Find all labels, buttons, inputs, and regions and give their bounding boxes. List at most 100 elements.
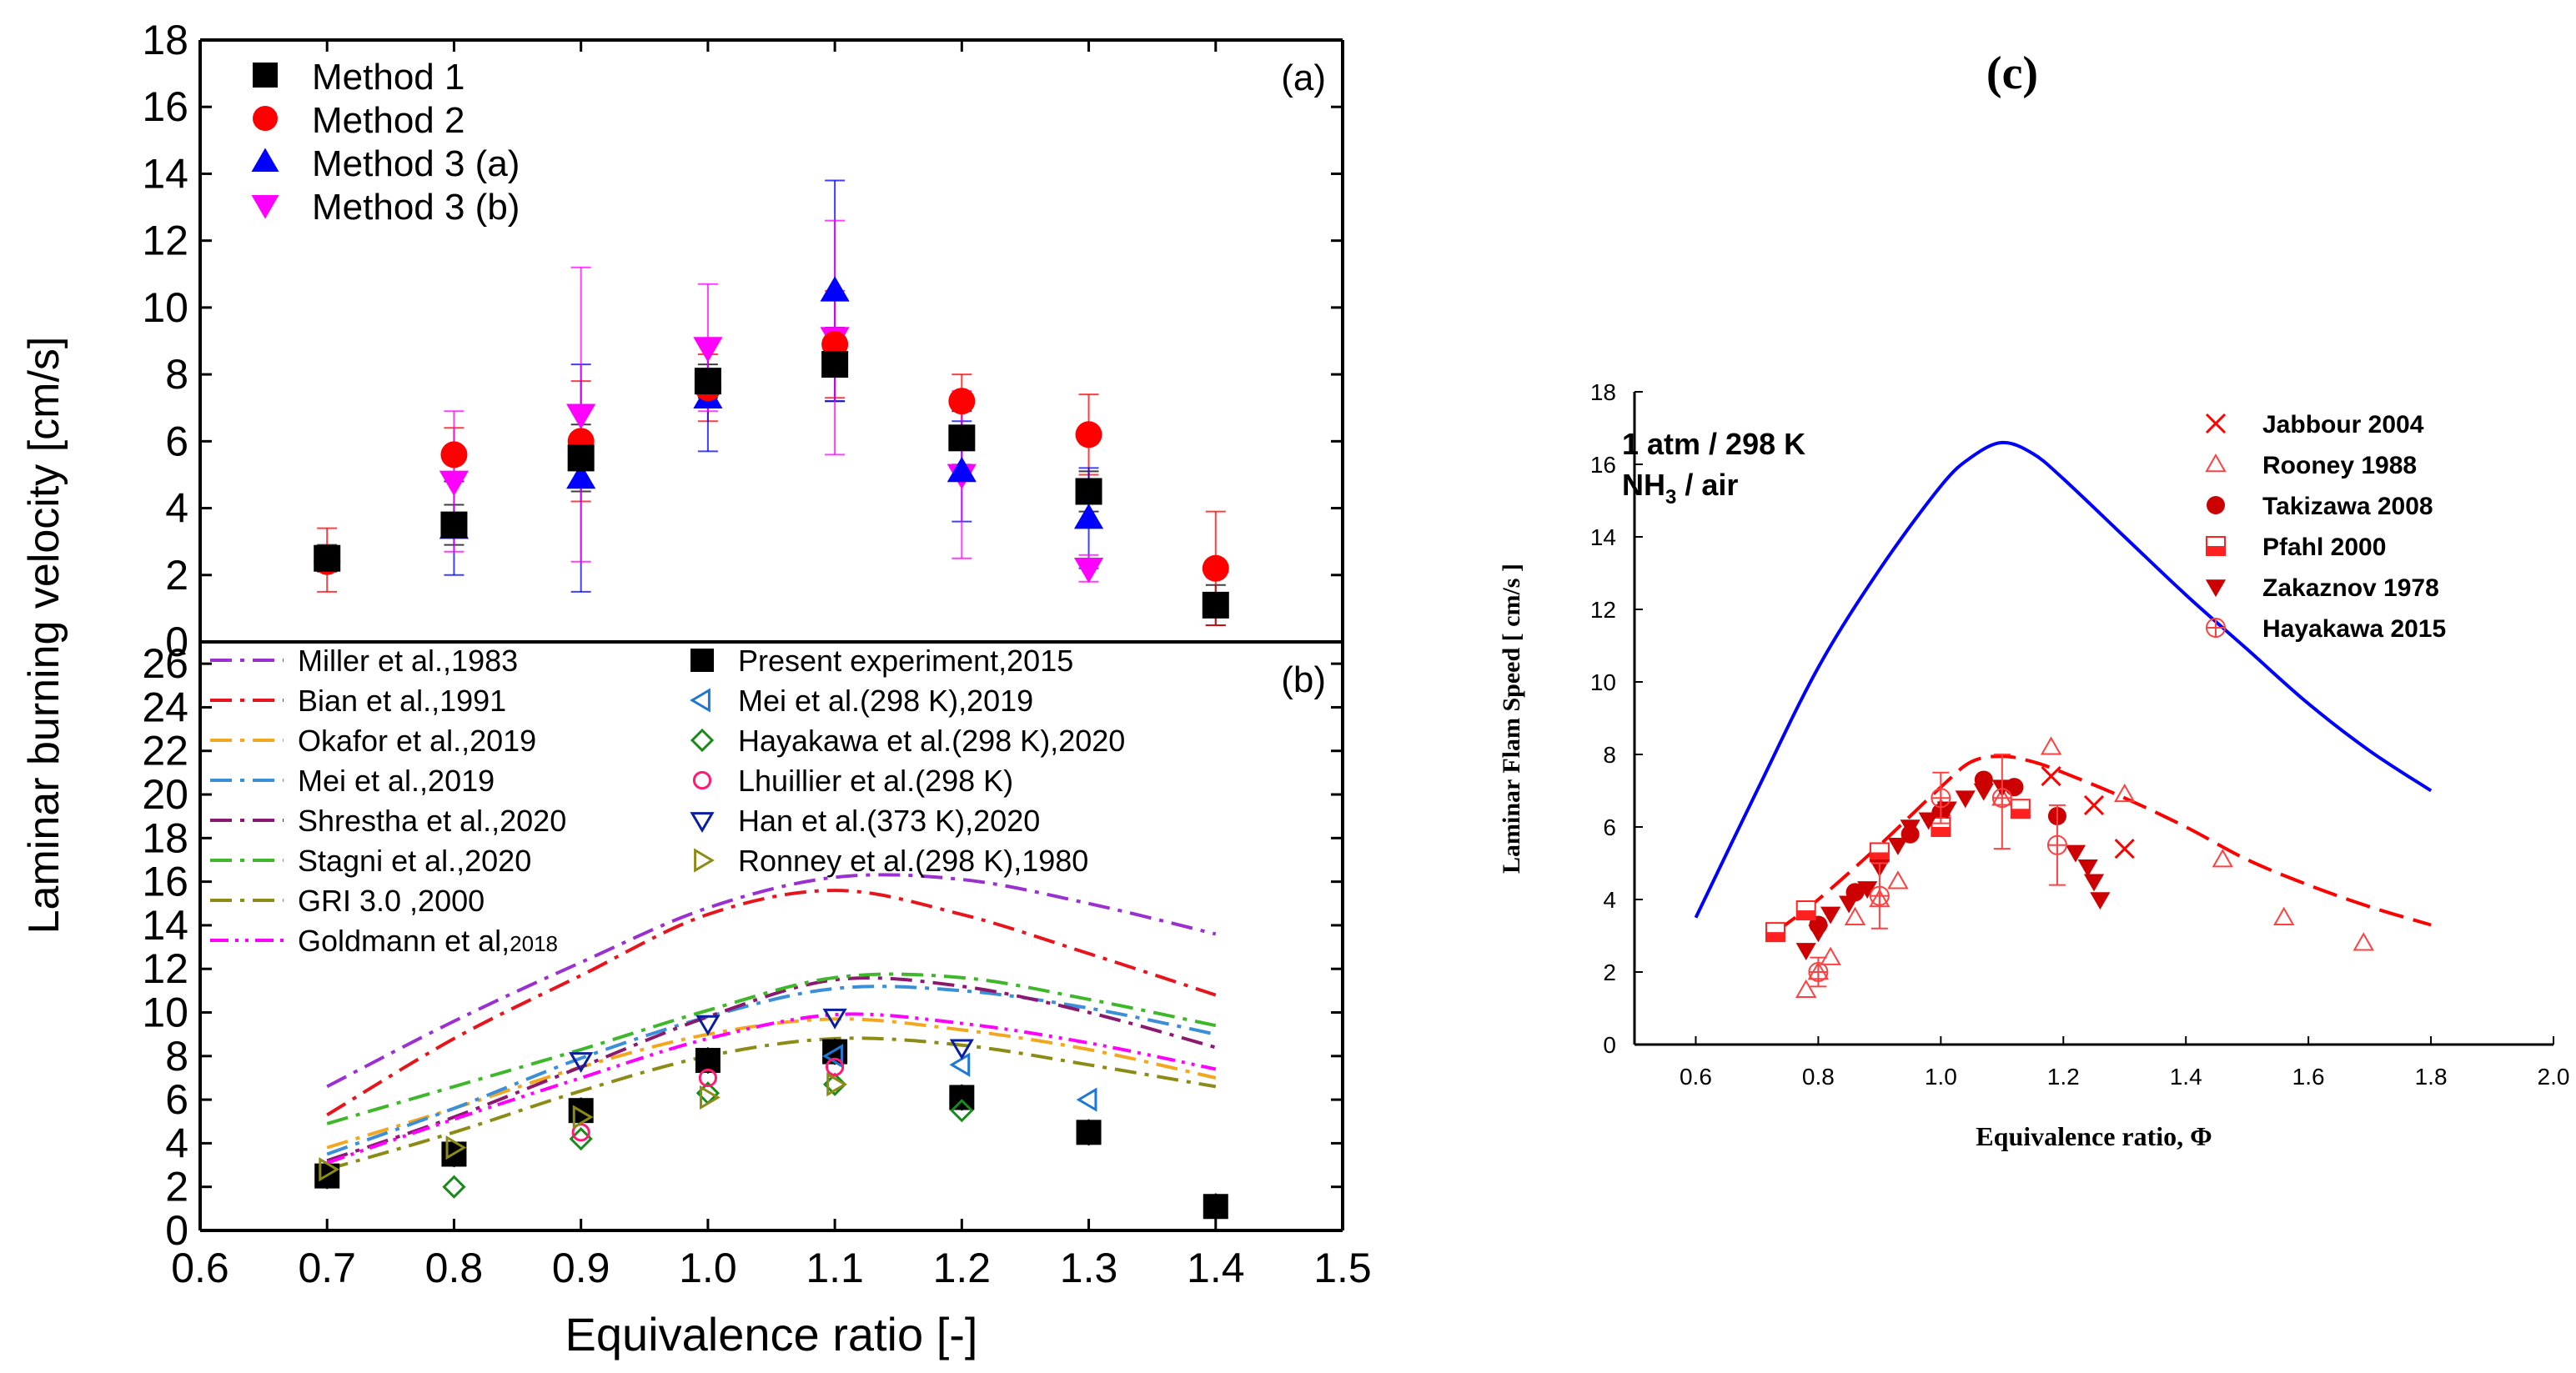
panel-c-point-hayakawa-2015-cross <box>1870 886 1889 905</box>
legend-a-swatch-method-3-b <box>251 195 279 219</box>
panel-c-point-zakaznov-1978 <box>1936 801 1957 819</box>
panel-a-point-method-1-shape <box>694 368 721 395</box>
panel-c-x-tick-label: 0.6 <box>1680 1064 1712 1090</box>
panel-c-point-zakaznov-1978 <box>1918 812 1939 830</box>
panel-c-x-tick-label: 1.8 <box>2415 1064 2448 1090</box>
panel-b-line-gri-3-0-2000 <box>326 1036 1217 1171</box>
panel-c-point-zakaznov-1978-shape <box>1857 881 1878 899</box>
legend-c-swatch-hayakawa-2015 <box>2206 618 2226 638</box>
panel-c-point-hayakawa-2015-cross <box>1931 789 1951 808</box>
mixture-subscript: 3 <box>1665 486 1676 509</box>
panel-c-point-zakaznov-1978-shape <box>1808 925 1829 943</box>
legend-c-swatch-takizawa-2008-shape <box>2207 496 2225 514</box>
panel-b-point-mei-et-al-298-k-2019 <box>1076 1087 1097 1112</box>
legend-b-swatch-ronney-et-al-298-k-1980-shape <box>694 848 715 873</box>
panel-a-label: (a) <box>1281 58 1326 98</box>
legend-b-swatch-han-et-al-373-k-2020 <box>690 812 715 833</box>
panel-c-point-zakaznov-1978-shape <box>2077 859 2098 877</box>
panel-b-y-tick-label: 18 <box>142 814 188 861</box>
panel-c-point-rooney-1988 <box>1795 979 1817 998</box>
panel-c-line-model-1 <box>1694 440 2433 919</box>
panel-a-point-method-3-a <box>566 463 596 489</box>
panel-c-point-rooney-1988-shape <box>2212 849 2234 868</box>
panel-c-point-pfahl-2000 <box>1765 922 1785 943</box>
panel-a-point-method-1 <box>314 544 341 572</box>
panel-c-point-rooney-1988-shape <box>1795 979 1817 998</box>
legend-c-label-zakaznov-1978: Zakaznov 1978 <box>2262 574 2439 602</box>
panel-b-y-tick-label: 26 <box>142 640 188 687</box>
legend-a-swatch-method-3-a <box>251 148 279 172</box>
panel-b-x-tick-label: 1.2 <box>933 1245 992 1291</box>
panel-c-point-rooney-1988 <box>1887 870 1909 889</box>
panel-a-y-tick-label: 10 <box>142 284 188 331</box>
panel-b-x-axis-title: Equivalence ratio [-] <box>565 1308 978 1360</box>
panel-c-point-zakaznov-1978-shape <box>1887 837 1909 855</box>
panel-c-point-zakaznov-1978-shape <box>1900 819 1921 838</box>
panel-c-point-pfahl-2000-fill <box>1765 932 1785 942</box>
legend-b-swatch-hayakawa-et-al-298-k-2020 <box>690 728 715 753</box>
panel-a-point-method-3-b-shape <box>566 403 596 429</box>
panel-c-point-zakaznov-1978 <box>1887 837 1909 855</box>
panel-b-point-mei-et-al-298-k-2019-shape <box>1076 1087 1097 1112</box>
panel-c-y-tick-label: 6 <box>1603 814 1616 840</box>
legend-c-label-rooney-1988: Rooney 1988 <box>2262 452 2417 479</box>
legend-c-swatch-jabbour-2004-shape <box>2205 413 2227 434</box>
panel-b-line-shrestha-et-al-2020 <box>326 976 1217 1163</box>
panel-b-legend: Miller et al.,1983 Bian et al.,1991 Okafor… <box>210 644 1125 958</box>
panel-c-point-jabbour-2004 <box>2114 839 2135 859</box>
panel-b-point-ronney-et-al-298-k-1980-shape <box>572 1105 594 1130</box>
panel-c-x-tick-label: 1.2 <box>2047 1064 2080 1090</box>
panel-c-point-jabbour-2004 <box>2083 794 2105 815</box>
panel-c: (c) 0 2 4 6 8 10 12 14 16 18 0.6 0.8 1.0 1.2 1.4 1.6 1.8… <box>1498 48 2569 1151</box>
legend-b-label-han-et-al-373-k-2020: Han et al.(373 K),2020 <box>738 804 1040 838</box>
panel-b-point-hayakawa-et-al-298-k-2020-shape <box>442 1175 466 1199</box>
panel-a-point-method-2 <box>1202 554 1229 582</box>
legend-b-label-gri-3-0-2000: GRI 3.0 ,2000 <box>298 884 485 918</box>
panel-a-point-method-3-b <box>439 470 470 497</box>
legend-a-swatch-method-2-shape <box>253 106 278 131</box>
panel-c-point-jabbour-2004-shape <box>2114 839 2135 859</box>
panel-c-y-tick-label: 2 <box>1603 960 1616 985</box>
panel-c-point-zakaznov-1978 <box>1808 925 1829 943</box>
legend-c-label-takizawa-2008: Takizawa 2008 <box>2262 493 2433 520</box>
panel-b-point-lhuillier-et-al-298-k <box>826 1057 845 1076</box>
panel-a-point-method-2-shape <box>1075 421 1102 448</box>
panel-b-x-tick-label: 1.1 <box>806 1245 864 1291</box>
panel-c-point-zakaznov-1978-shape <box>1973 783 1994 801</box>
panel-b-point-hayakawa-et-al-298-k-2020 <box>950 1099 974 1123</box>
legend-a-swatch-method-1 <box>253 63 278 88</box>
panel-b-point-ronney-et-al-298-k-1980 <box>319 1157 340 1182</box>
panel-a-point-method-3-a-shape <box>566 463 596 489</box>
panel-c-point-zakaznov-1978-shape <box>1936 801 1957 819</box>
panel-a-point-method-2 <box>1075 421 1102 448</box>
panel-b-x-tick-label: 0.6 <box>171 1245 229 1291</box>
panel-b-line-goldmann-et-al <box>326 1012 1217 1165</box>
panel-b-x-tick-label: 1.5 <box>1313 1245 1372 1291</box>
panel-a-point-method-3-a <box>1073 503 1104 529</box>
panel-b-point-ronney-et-al-298-k-1980 <box>445 1135 467 1160</box>
panel-b-point-present-experiment-2015-shape <box>949 1085 975 1110</box>
panel-c-point-rooney-1988-shape <box>1820 946 1841 965</box>
legend-a-swatch-method-2 <box>253 106 278 131</box>
panel-c-label: (c) <box>1986 48 2038 99</box>
panel-a-point-method-1 <box>1075 478 1102 505</box>
panel-a-point-method-1-shape <box>1202 591 1229 619</box>
panel-c-point-zakaznov-1978 <box>1973 783 1994 801</box>
panel-c-x-tick-label: 1.0 <box>1925 1064 1957 1090</box>
panel-c-point-hayakawa-2015-cross <box>1809 963 1828 981</box>
panel-a-point-method-3-b-shape <box>693 337 723 363</box>
panel-ab-ticks: 024681012141618024681012141618202224260.… <box>142 17 1371 1291</box>
mixture-base: NH <box>1622 468 1665 502</box>
panel-b-x-tick-label: 0.7 <box>298 1245 356 1291</box>
panel-c-point-zakaznov-1978-shape <box>1955 790 1976 809</box>
legend-c-label-hayakawa-2015: Hayakawa 2015 <box>2262 615 2446 643</box>
panel-c-point-hayakawa-2015 <box>1808 962 1829 982</box>
panel-c-point-zakaznov-1978-shape <box>1918 812 1939 830</box>
legend-c-label-jabbour-2004: Jabbour 2004 <box>2262 411 2424 438</box>
panel-c-line-model-2 <box>1774 754 2432 934</box>
panel-ab-y-axis-title: Laminar burning velocity [cm/s] <box>20 337 68 935</box>
legend-c-swatch-zakaznov-1978-shape <box>2205 579 2227 598</box>
panel-b-x-tick-label: 1.3 <box>1060 1245 1118 1291</box>
panel-c-point-zakaznov-1978-shape <box>1839 895 1860 914</box>
panel-a-point-method-3-a <box>947 456 977 483</box>
